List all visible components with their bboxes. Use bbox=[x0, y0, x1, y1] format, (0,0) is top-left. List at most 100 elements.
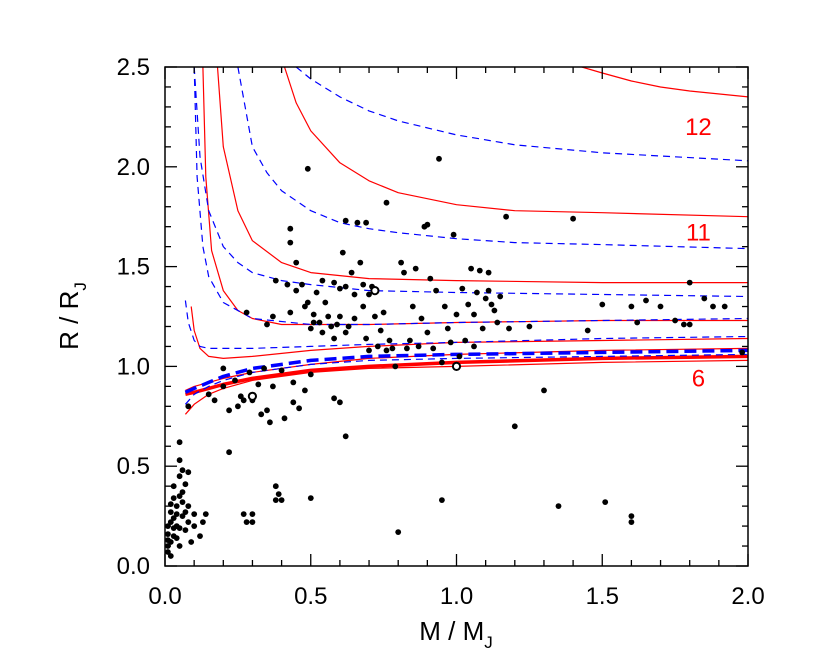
data-point bbox=[412, 265, 419, 272]
data-point bbox=[165, 549, 171, 555]
data-point bbox=[310, 319, 317, 326]
open-data-point bbox=[370, 286, 380, 296]
curve-red-solid-6 bbox=[283, 67, 748, 218]
data-point bbox=[366, 347, 372, 354]
data-point bbox=[471, 311, 477, 318]
open-data-point bbox=[451, 361, 462, 371]
data-point bbox=[395, 529, 402, 535]
data-point bbox=[173, 511, 180, 517]
data-point bbox=[185, 469, 192, 476]
data-point bbox=[267, 419, 273, 426]
curve-red-solid-thick bbox=[185, 354, 748, 397]
data-point bbox=[342, 217, 349, 224]
data-point bbox=[220, 383, 227, 390]
data-point bbox=[220, 365, 227, 372]
data-point bbox=[345, 323, 352, 330]
plot-frame bbox=[164, 66, 749, 567]
data-point bbox=[701, 295, 708, 302]
data-point bbox=[686, 279, 693, 286]
data-point bbox=[226, 407, 233, 414]
planet-points bbox=[165, 155, 746, 559]
data-point bbox=[383, 347, 390, 354]
y-tick-label: 0.5 bbox=[117, 453, 150, 480]
x-tick-label: 1.5 bbox=[586, 583, 619, 610]
data-point bbox=[235, 403, 241, 410]
data-point bbox=[363, 335, 369, 342]
data-point bbox=[372, 313, 378, 320]
curve-blue-dashed-3 bbox=[193, 67, 748, 326]
data-point bbox=[342, 433, 349, 440]
data-point bbox=[232, 377, 238, 384]
data-point bbox=[170, 515, 177, 521]
data-point bbox=[284, 281, 291, 288]
data-point bbox=[293, 259, 300, 266]
data-point bbox=[319, 277, 326, 284]
data-point bbox=[526, 323, 533, 330]
data-point bbox=[444, 325, 451, 332]
data-point bbox=[415, 343, 422, 350]
data-point bbox=[427, 275, 434, 282]
data-point bbox=[325, 313, 332, 320]
open-data-point bbox=[247, 391, 257, 401]
data-point bbox=[418, 315, 425, 322]
data-point bbox=[351, 291, 358, 298]
data-point bbox=[357, 259, 364, 266]
data-point bbox=[270, 313, 276, 320]
data-point bbox=[176, 457, 183, 464]
y-axis-title-main: R / R bbox=[54, 291, 84, 350]
y-axis-title: R / RJ bbox=[54, 282, 90, 350]
data-point bbox=[366, 291, 372, 298]
data-point bbox=[281, 415, 288, 422]
data-point bbox=[287, 309, 294, 316]
tick-labels: 0.0 0.5 1.0 1.5 2.0 0.0 0.5 1.0 1.5 2.0 2.5 bbox=[117, 54, 765, 610]
data-point bbox=[197, 533, 203, 539]
data-point bbox=[328, 323, 335, 330]
data-point bbox=[348, 269, 355, 276]
curve-red-solid-7 bbox=[581, 67, 748, 98]
data-point bbox=[456, 353, 463, 360]
data-point bbox=[681, 321, 687, 328]
curve-blue-dashed-6 bbox=[295, 67, 748, 162]
data-point bbox=[491, 307, 498, 314]
y-tick-label: 1.5 bbox=[117, 254, 150, 281]
data-point bbox=[304, 299, 311, 306]
data-point bbox=[462, 337, 469, 344]
data-point bbox=[497, 293, 504, 300]
data-point bbox=[506, 325, 512, 332]
data-point bbox=[272, 277, 279, 284]
data-point bbox=[584, 327, 591, 334]
data-point bbox=[293, 287, 300, 294]
data-point bbox=[226, 449, 233, 456]
curve-label: 11 bbox=[686, 220, 711, 247]
data-point bbox=[191, 523, 198, 529]
data-point bbox=[307, 495, 314, 501]
curve-blue-dashed-1 bbox=[184, 353, 748, 405]
data-point bbox=[179, 499, 186, 505]
data-point bbox=[170, 495, 177, 501]
data-point bbox=[167, 553, 174, 559]
data-point bbox=[488, 301, 495, 308]
data-point bbox=[465, 301, 472, 308]
data-point bbox=[313, 289, 320, 296]
data-point bbox=[255, 381, 262, 388]
data-point bbox=[342, 329, 349, 336]
data-point bbox=[185, 503, 192, 509]
data-point bbox=[287, 225, 294, 232]
data-point bbox=[404, 345, 410, 352]
data-point bbox=[287, 239, 294, 246]
y-axis-title-sub: J bbox=[71, 282, 90, 291]
data-point bbox=[167, 509, 174, 515]
data-point bbox=[409, 303, 416, 310]
data-point bbox=[243, 519, 250, 525]
data-point bbox=[173, 503, 180, 509]
data-point bbox=[555, 503, 562, 509]
curve-red-solid-4 bbox=[202, 67, 748, 326]
data-point bbox=[302, 387, 308, 394]
data-point bbox=[179, 513, 186, 519]
data-point bbox=[511, 423, 518, 430]
x-tick-label: 0.0 bbox=[148, 583, 181, 610]
data-point bbox=[275, 491, 282, 497]
data-point bbox=[485, 287, 492, 294]
data-point bbox=[246, 369, 253, 376]
